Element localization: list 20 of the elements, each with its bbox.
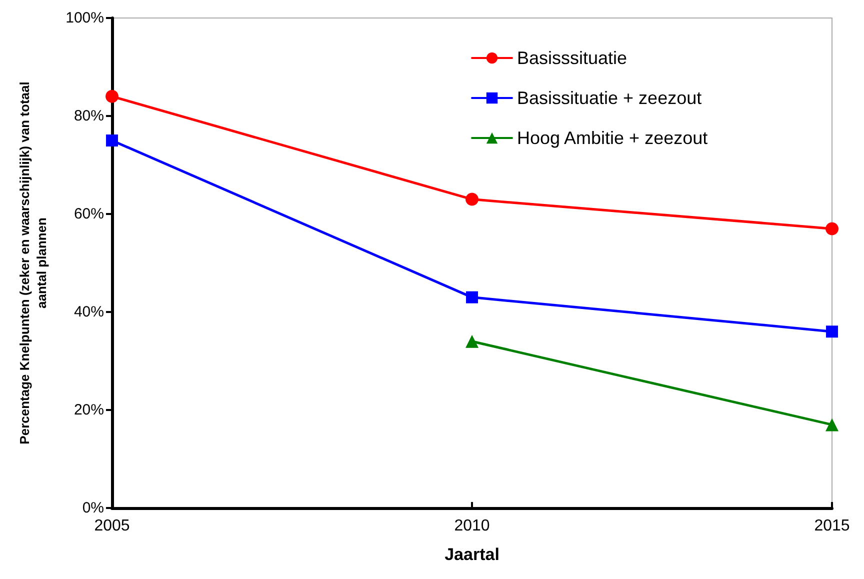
x-tick-label: 2010 — [454, 518, 490, 534]
y-tick-label: 100% — [66, 10, 104, 26]
point — [106, 134, 118, 146]
point — [106, 90, 118, 103]
y-tick-label: 80% — [74, 108, 104, 124]
legend-label: Basisssituatie — [517, 48, 628, 68]
x-tick-label: 2005 — [94, 518, 130, 534]
point — [826, 326, 838, 338]
y-tick-label: 20% — [74, 402, 104, 418]
x-tick-label: 2015 — [814, 518, 850, 534]
point — [466, 192, 478, 206]
point — [826, 222, 838, 236]
legend-label: Hoog Ambitie + zeezout — [517, 128, 708, 148]
y-tick-label: 40% — [74, 304, 104, 320]
y-axis-title: Percentage Knelpunten (zeker en waarschijnlijk) van totaal aantal plannen — [17, 82, 49, 444]
y-tick-label: 0% — [82, 500, 104, 516]
point — [466, 291, 478, 304]
x-axis-title: Jaartal — [444, 545, 500, 564]
legend-label: Basissituatie + zeezout — [517, 88, 702, 108]
y-tick-label: 60% — [74, 206, 104, 222]
